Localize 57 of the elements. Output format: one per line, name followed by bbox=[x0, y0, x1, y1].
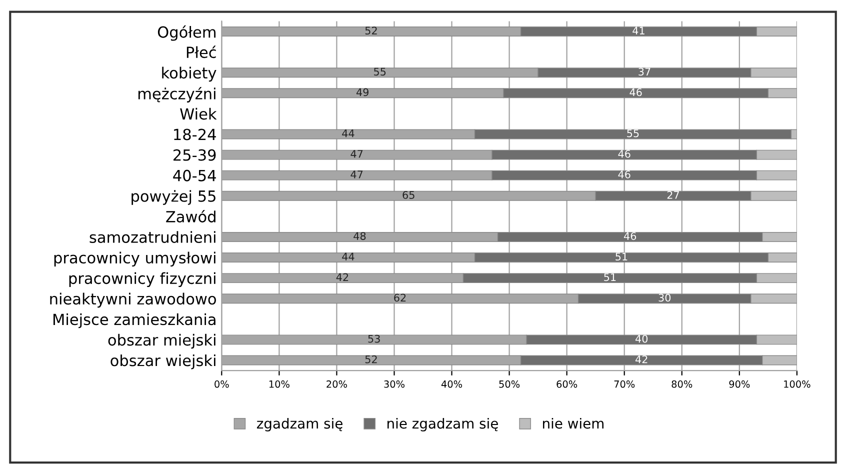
data-label: 55 bbox=[627, 130, 639, 138]
data-label: 52 bbox=[365, 26, 377, 35]
data-label: 27 bbox=[667, 191, 679, 199]
data-label: 41 bbox=[632, 26, 644, 34]
data-label: 52 bbox=[365, 355, 377, 364]
x-tick-label: 10% bbox=[269, 380, 290, 388]
y-tick-label: kobiety bbox=[162, 66, 216, 82]
y-tick-label: Zawód bbox=[166, 210, 216, 222]
y-tick-label: 40-54 bbox=[173, 170, 216, 182]
data-label: 46 bbox=[618, 150, 630, 158]
data-label: 51 bbox=[604, 273, 616, 282]
data-label: 46 bbox=[618, 170, 630, 178]
y-tick-label: pracownicy umysłowi bbox=[54, 252, 216, 266]
x-tick-label: 60% bbox=[556, 380, 578, 388]
y-tick-label: powyżej 55 bbox=[132, 190, 216, 205]
x-tick-label: 80% bbox=[672, 380, 692, 388]
y-tick-label: obszar wiejski bbox=[110, 354, 216, 370]
x-tick-label: 0% bbox=[214, 380, 229, 388]
data-label: 40 bbox=[635, 334, 648, 343]
x-tick-label: 100% bbox=[784, 380, 810, 388]
y-tick-label: 18-24 bbox=[174, 128, 216, 140]
data-label: 47 bbox=[350, 170, 363, 178]
data-label: 65 bbox=[402, 191, 414, 199]
legend-label: nie wiem bbox=[543, 418, 604, 429]
data-label: 44 bbox=[342, 130, 354, 138]
data-label: 46 bbox=[630, 88, 642, 96]
data-label: 37 bbox=[638, 68, 650, 76]
y-tick-label: 25-39 bbox=[174, 149, 216, 161]
data-label: 44 bbox=[342, 252, 354, 260]
y-tick-label: Ogółem bbox=[158, 25, 216, 41]
data-label: 42 bbox=[336, 273, 348, 281]
y-tick-label: pracownicy fizyczni bbox=[69, 272, 216, 288]
legend-label: zgadzam się bbox=[256, 418, 342, 432]
y-tick-label: obszar miejski bbox=[108, 334, 216, 349]
x-tick-label: 90% bbox=[729, 380, 750, 388]
y-tick-label: Płeć bbox=[186, 46, 216, 58]
x-tick-label: 70% bbox=[614, 380, 635, 388]
data-label: 47 bbox=[350, 150, 363, 158]
data-label: 51 bbox=[616, 252, 628, 261]
x-tick-label: 30% bbox=[384, 380, 405, 388]
data-label: 30 bbox=[658, 294, 671, 302]
x-tick-label: 20% bbox=[326, 380, 347, 388]
data-label: 42 bbox=[635, 355, 648, 364]
data-label: 62 bbox=[394, 294, 406, 302]
data-label: 46 bbox=[624, 232, 636, 240]
y-tick-label: Miejsce zamieszkania bbox=[53, 313, 216, 328]
data-label: 55 bbox=[374, 68, 386, 76]
legend-label: nie zgadzam się bbox=[388, 418, 498, 432]
x-tick-label: 50% bbox=[499, 380, 520, 388]
y-tick-label: samozatrudnieni bbox=[90, 231, 216, 243]
y-tick-label: mężczyźni bbox=[138, 87, 216, 102]
y-tick-label: Wiek bbox=[180, 108, 217, 120]
data-label: 48 bbox=[354, 232, 366, 240]
data-label: 53 bbox=[368, 334, 380, 343]
data-label: 49 bbox=[356, 88, 368, 96]
x-tick-label: 40% bbox=[441, 380, 462, 388]
y-tick-label: nieaktywni zawodowo bbox=[50, 292, 216, 308]
